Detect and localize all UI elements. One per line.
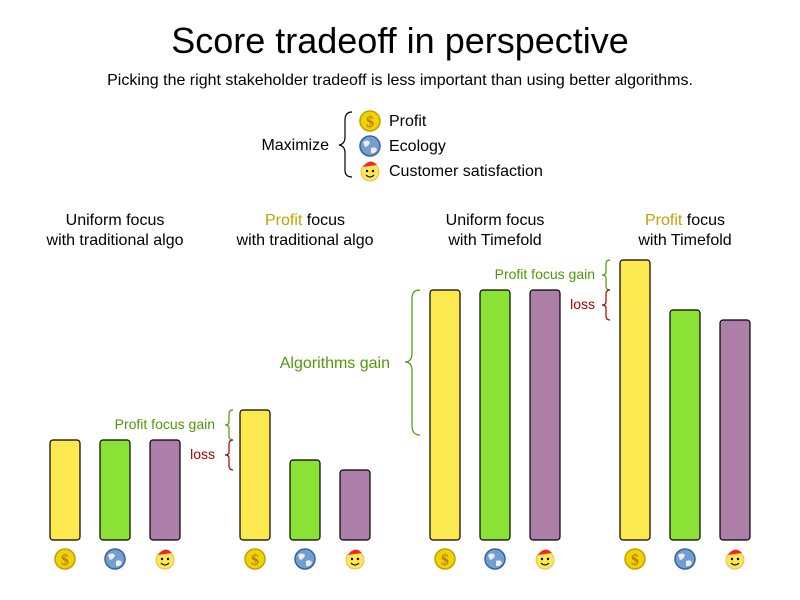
bar-icons: $ $ $ $ (54, 548, 745, 570)
smiley-icon (535, 549, 555, 570)
svg-text:$: $ (366, 114, 374, 131)
group-titles: Uniform focus with traditional algo Prof… (46, 212, 732, 249)
globe-icon (359, 135, 381, 157)
profit-focus-gain-brace-1 (224, 409, 234, 441)
algorithms-gain-brace (404, 289, 421, 436)
group-2-title-line1: Profit focus (265, 212, 345, 229)
coin-icon: $ (434, 548, 456, 570)
globe-icon (104, 548, 126, 570)
bar-group-2-customer (339, 469, 371, 541)
title: Score tradeoff in perspective (171, 20, 629, 61)
bar-group-4-ecology (669, 309, 701, 541)
profit-focus-gain-label-2: Profit focus gain (495, 266, 595, 282)
svg-text:$: $ (61, 552, 69, 569)
group-4-title-line2: with Timefold (637, 232, 731, 249)
loss-brace-2 (601, 289, 611, 321)
globe-icon (674, 548, 696, 570)
svg-text:$: $ (631, 552, 639, 569)
bar-group-2-ecology (289, 459, 321, 541)
loss-brace-1 (224, 439, 234, 471)
svg-text:$: $ (441, 552, 449, 569)
bar-group-1-profit (49, 439, 81, 541)
globe-icon (294, 548, 316, 570)
bar-group-3-ecology (479, 289, 511, 541)
bar-group-3-profit (429, 289, 461, 541)
group-1-title-line1: Uniform focus (66, 212, 165, 229)
group-1-title-line2: with traditional algo (46, 232, 184, 249)
legend-item-customer: Customer satisfaction (389, 163, 543, 180)
legend-label: Maximize (261, 137, 329, 154)
bar-group-4-profit (619, 259, 651, 541)
smiley-icon (725, 549, 745, 570)
group-2-title-line2: with traditional algo (236, 232, 374, 249)
bar-group-3-customer (529, 289, 561, 541)
bar-group-4-customer (719, 319, 751, 541)
bar-group-1-customer (149, 439, 181, 541)
coin-icon: $ (359, 110, 381, 132)
profit-focus-gain-brace-2 (601, 259, 611, 291)
legend: Maximize $ Profit Ecology Customer satis… (261, 110, 543, 182)
coin-icon: $ (244, 548, 266, 570)
profit-focus-gain-label-1: Profit focus gain (115, 416, 215, 432)
bars (49, 259, 751, 541)
algorithms-gain-label: Algorithms gain (280, 355, 390, 372)
legend-item-ecology: Ecology (389, 138, 446, 155)
coin-icon: $ (624, 548, 646, 570)
smiley-icon (360, 161, 380, 182)
bar-group-2-profit (239, 409, 271, 541)
group-3-title-line1: Uniform focus (446, 212, 545, 229)
loss-label-2: loss (570, 296, 595, 312)
subtitle: Picking the right stakeholder tradeoff i… (107, 72, 693, 89)
smiley-icon (155, 549, 175, 570)
smiley-icon (345, 549, 365, 570)
loss-label-1: loss (190, 446, 215, 462)
legend-brace (338, 111, 353, 178)
group-4-title-line1: Profit focus (645, 212, 725, 229)
annotations: Profit focus gain loss Algorithms gain P… (115, 259, 611, 471)
globe-icon (484, 548, 506, 570)
bar-group-1-ecology (99, 439, 131, 541)
svg-text:$: $ (251, 552, 259, 569)
legend-item-profit: Profit (389, 113, 427, 130)
coin-icon: $ (54, 548, 76, 570)
group-3-title-line2: with Timefold (447, 232, 541, 249)
